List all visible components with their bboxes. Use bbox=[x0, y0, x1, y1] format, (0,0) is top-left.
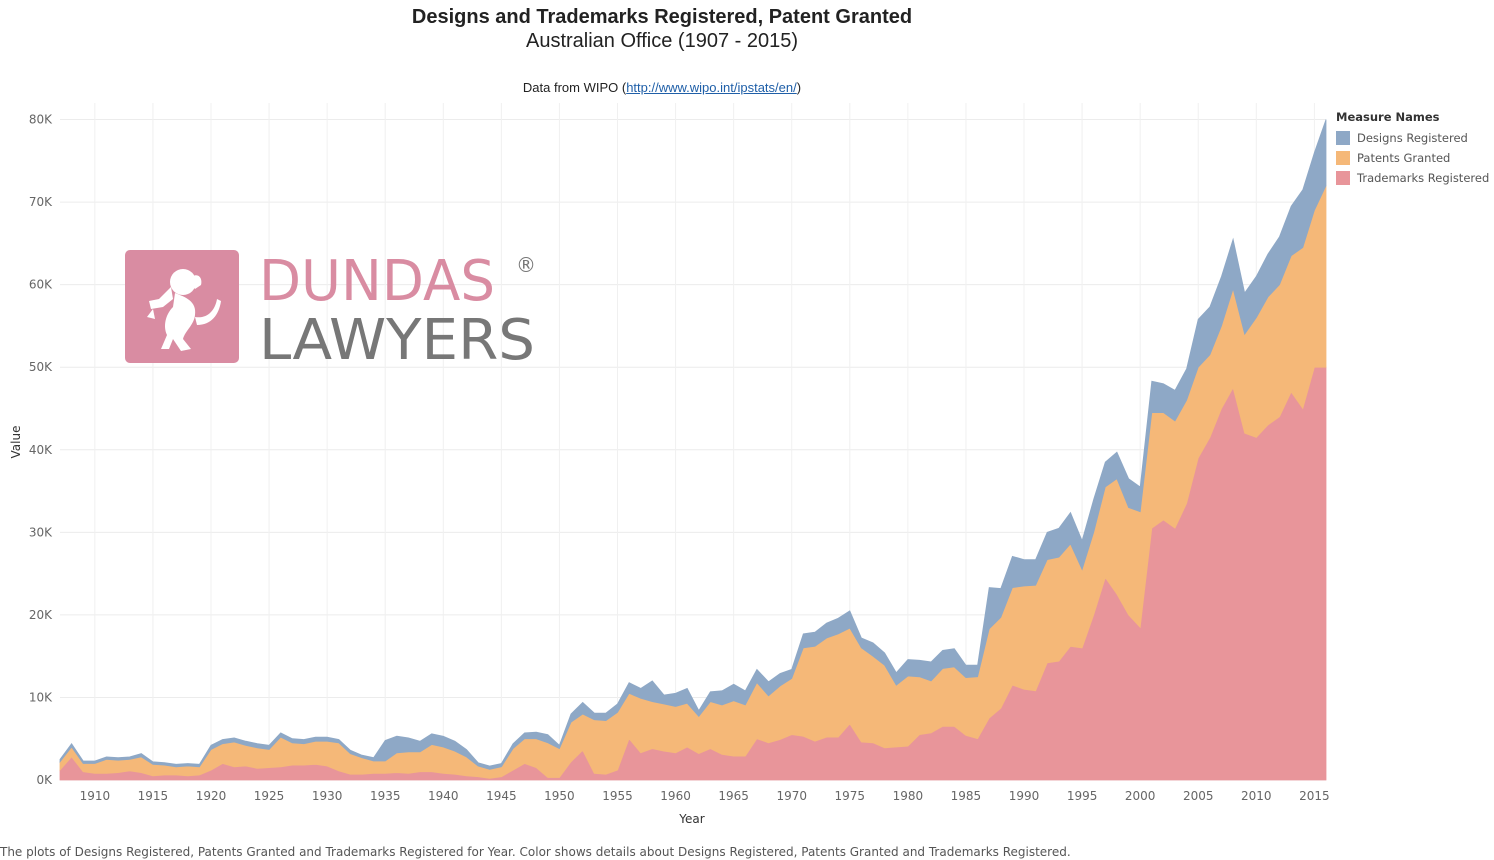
stacked-areas bbox=[59, 119, 1327, 781]
x-axis-label: Year bbox=[678, 812, 704, 826]
x-tick-label: 1995 bbox=[1067, 789, 1098, 803]
x-tick-label: 1940 bbox=[428, 789, 459, 803]
legend-title: Measure Names bbox=[1336, 110, 1440, 124]
x-tick-label: 1930 bbox=[312, 789, 343, 803]
x-tick-label: 2015 bbox=[1299, 789, 1330, 803]
x-tick-label: 1950 bbox=[544, 789, 575, 803]
x-tick-label: 2005 bbox=[1183, 789, 1214, 803]
y-tick-label: 80K bbox=[29, 113, 53, 127]
y-tick-label: 20K bbox=[29, 608, 53, 622]
dundas-lawyers-logo: DUNDAS LAWYERS ® bbox=[125, 249, 545, 373]
x-tick-label: 1970 bbox=[776, 789, 807, 803]
x-tick-label: 2010 bbox=[1241, 789, 1272, 803]
x-tick-label: 1985 bbox=[951, 789, 982, 803]
y-tick-label: 60K bbox=[29, 278, 53, 292]
legend-item-patents[interactable]: Patents Granted bbox=[1336, 148, 1489, 168]
x-tick-label: 1965 bbox=[718, 789, 749, 803]
x-tick-label: 1935 bbox=[370, 789, 401, 803]
x-tick-label: 1920 bbox=[196, 789, 227, 803]
x-tick-label: 1955 bbox=[602, 789, 633, 803]
logo-graphic: DUNDAS LAWYERS ® bbox=[125, 249, 536, 373]
y-tick-label: 10K bbox=[29, 690, 53, 704]
chart-caption: The plots of Designs Registered, Patents… bbox=[0, 845, 1071, 859]
x-tick-label: 1960 bbox=[660, 789, 691, 803]
chart-source: Data from WIPO (http://www.wipo.int/ipst… bbox=[0, 80, 1324, 95]
y-tick-label: 0K bbox=[36, 773, 53, 787]
logo-word-lawyers: LAWYERS bbox=[259, 308, 535, 365]
chart-title: Designs and Trademarks Registered, Paten… bbox=[411, 6, 913, 28]
x-tick-label: 2000 bbox=[1125, 789, 1156, 803]
source-prefix: Data from WIPO ( bbox=[522, 80, 627, 95]
x-tick-label: 1925 bbox=[254, 789, 285, 803]
y-tick-label: 50K bbox=[29, 360, 53, 374]
chart-subtitle: Australian Office (1907 - 2015) bbox=[525, 30, 798, 52]
source-suffix: ) bbox=[796, 80, 802, 95]
x-tick-label: 1910 bbox=[80, 789, 111, 803]
legend-label: Designs Registered bbox=[1357, 131, 1468, 145]
y-axis-label: Value bbox=[9, 426, 23, 459]
y-tick-label: 70K bbox=[29, 195, 53, 209]
logo-word-dundas: DUNDAS bbox=[259, 249, 495, 314]
x-tick-label: 1945 bbox=[486, 789, 517, 803]
legend-item-designs[interactable]: Designs Registered bbox=[1336, 128, 1489, 148]
legend: Measure Names Designs Registered Patents… bbox=[1336, 110, 1489, 188]
lion-icon bbox=[147, 269, 221, 351]
source-link[interactable]: http://www.wipo.int/ipstats/en/ bbox=[626, 80, 797, 95]
legend-item-trademarks[interactable]: Trademarks Registered bbox=[1336, 168, 1489, 188]
registered-mark-icon: ® bbox=[516, 253, 536, 277]
area-series-designs-registered[interactable] bbox=[59, 119, 1327, 770]
x-tick-label: 1990 bbox=[1009, 789, 1040, 803]
legend-swatch bbox=[1336, 131, 1350, 145]
legend-swatch bbox=[1336, 171, 1350, 185]
legend-swatch bbox=[1336, 151, 1350, 165]
y-axis-ticks: 0K 10K 20K 30K 40K 50K 60K 70K 80K bbox=[29, 113, 53, 787]
y-tick-label: 30K bbox=[29, 525, 53, 539]
x-tick-label: 1980 bbox=[893, 789, 924, 803]
x-tick-label: 1975 bbox=[835, 789, 866, 803]
x-tick-label: 1915 bbox=[138, 789, 169, 803]
legend-label: Trademarks Registered bbox=[1357, 171, 1490, 185]
y-tick-label: 40K bbox=[29, 443, 53, 457]
x-axis-ticks: 1910 1915 1920 1925 1930 1935 1940 1945 1950 1955… bbox=[80, 789, 1330, 803]
legend-label: Patents Granted bbox=[1357, 151, 1451, 165]
